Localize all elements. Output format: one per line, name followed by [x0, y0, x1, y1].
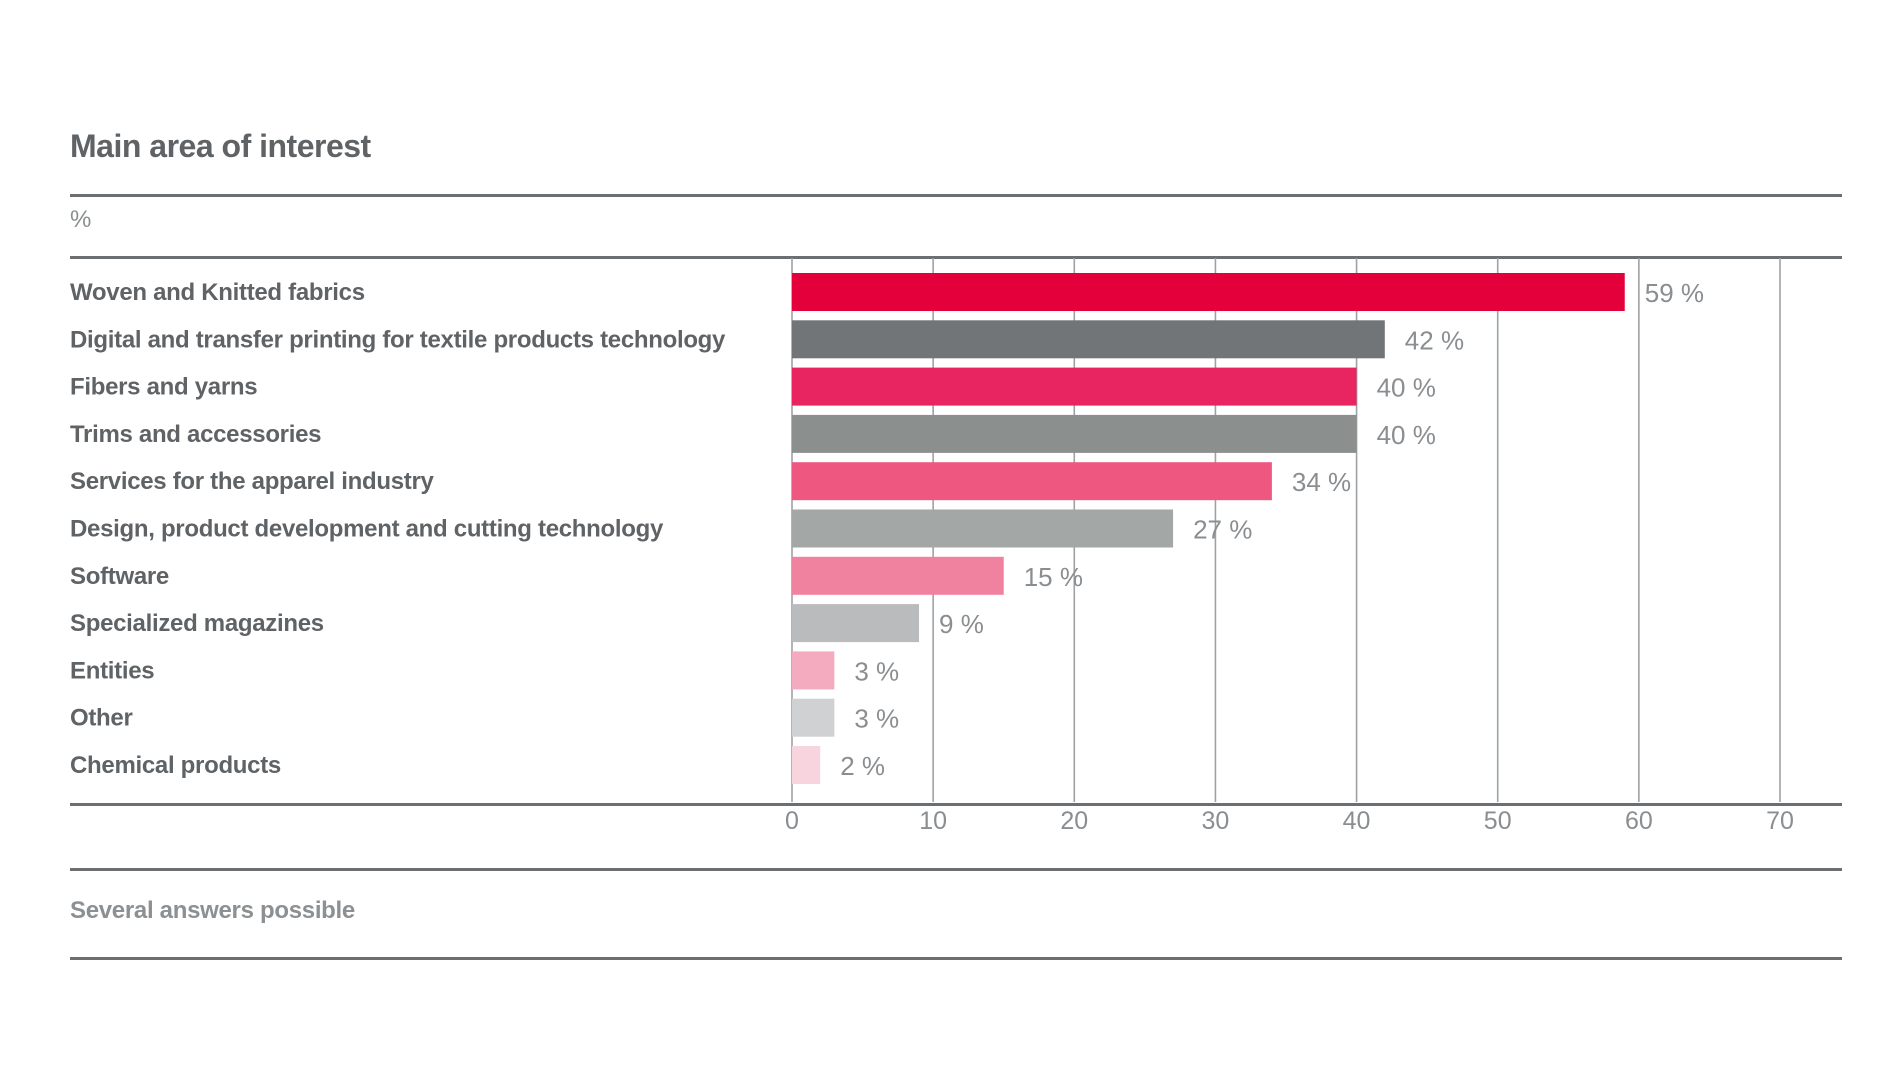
value-label: 59 %	[1645, 278, 1704, 308]
category-label: Fibers and yarns	[70, 374, 257, 401]
value-label: 34 %	[1292, 467, 1351, 497]
category-label: Other	[70, 705, 133, 732]
category-label: Design, product development and cutting …	[70, 516, 664, 543]
bar	[792, 414, 1357, 453]
bar	[792, 509, 1174, 548]
x-tick-label: 20	[1060, 807, 1088, 835]
value-label: 42 %	[1405, 325, 1464, 355]
bar	[792, 746, 821, 784]
footer-rule	[70, 868, 1842, 871]
category-label: Chemical products	[70, 752, 281, 779]
footnote: Several answers possible	[70, 897, 355, 924]
x-tick-label: 10	[919, 807, 947, 835]
chart-title: Main area of interest	[70, 128, 371, 164]
bar	[792, 556, 1004, 595]
value-label: 15 %	[1024, 562, 1083, 592]
axis-rule	[70, 803, 1842, 806]
category-label: Software	[70, 563, 169, 590]
x-tick-label: 30	[1202, 807, 1230, 835]
bottom-rule	[70, 957, 1842, 960]
bar	[792, 604, 920, 643]
x-tick-label: 40	[1343, 807, 1371, 835]
category-label: Specialized magazines	[70, 610, 324, 637]
category-label: Entities	[70, 657, 154, 684]
category-label: Trims and accessories	[70, 421, 321, 448]
x-tick-label: 50	[1484, 807, 1512, 835]
header-rule	[70, 256, 1842, 259]
value-label: 3 %	[854, 704, 899, 734]
value-label: 3 %	[854, 656, 899, 686]
bar	[792, 273, 1625, 311]
value-label: 27 %	[1193, 515, 1252, 545]
category-label: Services for the apparel industry	[70, 468, 435, 495]
x-tick-label: 0	[785, 807, 799, 835]
bar	[792, 462, 1272, 501]
category-label: Digital and transfer printing for textil…	[70, 326, 726, 353]
value-label: 2 %	[840, 751, 885, 781]
value-label: 40 %	[1377, 373, 1436, 403]
bar	[792, 367, 1357, 406]
value-label: 40 %	[1377, 420, 1436, 450]
bar	[792, 320, 1385, 359]
category-label: Woven and Knitted fabrics	[70, 279, 365, 306]
x-tick-label: 60	[1625, 807, 1653, 835]
value-label: 9 %	[939, 609, 984, 639]
title-rule	[70, 194, 1842, 197]
bar	[792, 698, 835, 737]
x-tick-label: 70	[1766, 807, 1794, 835]
bar	[792, 651, 835, 690]
unit-label: %	[70, 206, 92, 233]
